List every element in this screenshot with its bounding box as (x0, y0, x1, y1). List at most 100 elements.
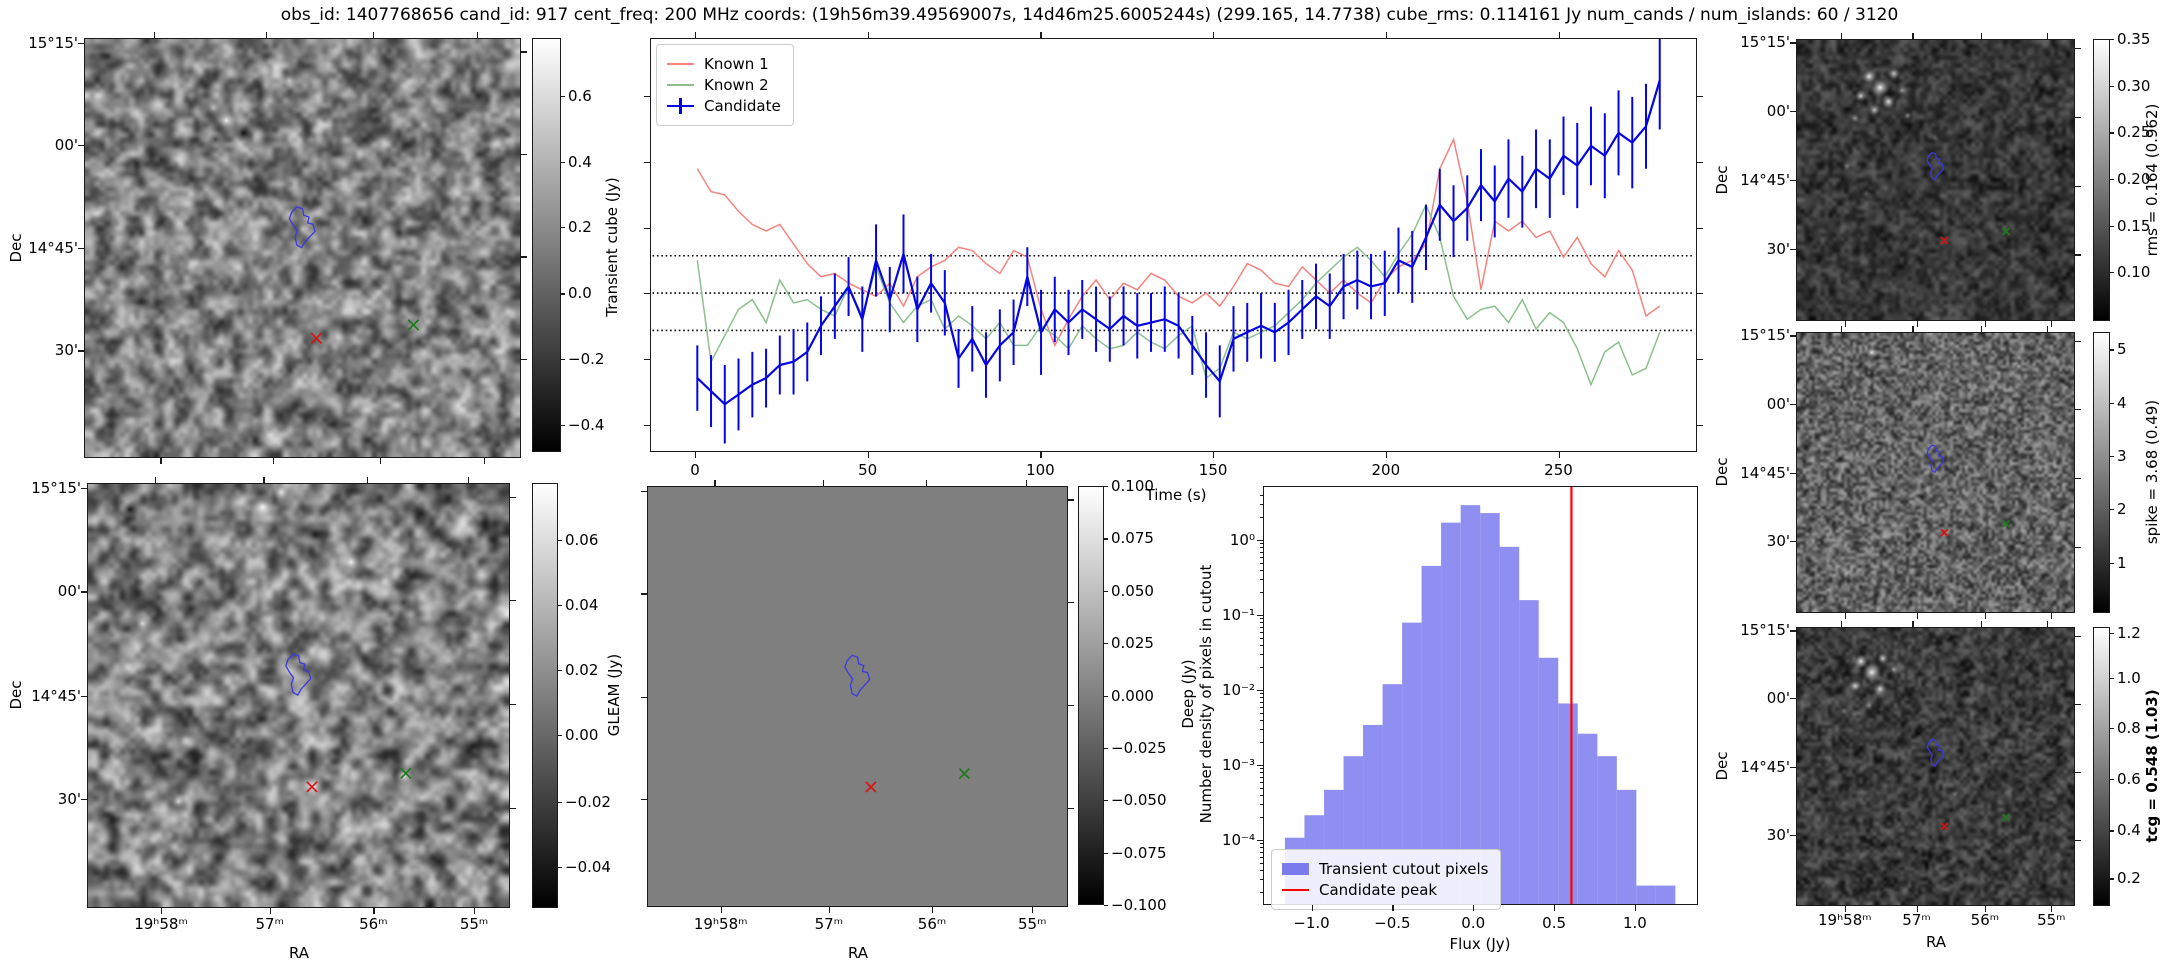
histogram-y-tick (1257, 615, 1263, 617)
histogram-y-minor-tick (1259, 856, 1263, 858)
colorbar-tick-label: −0.050 (1111, 791, 1167, 809)
dec-tick (1068, 601, 1074, 603)
ra-tick (1916, 906, 1918, 912)
lightcurve-x-tick (1558, 452, 1560, 458)
colorbar-tick (1104, 643, 1108, 645)
ra-tick (1980, 621, 1982, 627)
histogram-y-minor-tick (1259, 794, 1263, 796)
flux-histogram-plot (1284, 487, 1676, 904)
colorbar-tick-label: 0.6 (2117, 769, 2141, 788)
dec-tick (521, 153, 527, 155)
colorbar-tick-label: 0.06 (565, 530, 599, 549)
lightcurve-x-tick (1558, 32, 1560, 38)
ra-tick (1032, 907, 1034, 913)
figure-title: obs_id: 1407768656 cand_id: 917 cent_fre… (280, 5, 1899, 25)
dec-tick (2075, 48, 2081, 50)
cutout-marker-overlay (844, 654, 970, 793)
colorbar-tick (2110, 39, 2114, 41)
candidate-island-contour (1926, 738, 1945, 768)
known1-cross-marker (1940, 528, 1949, 537)
dec-tick (1790, 248, 1796, 250)
histogram-y-minor-tick (1259, 697, 1263, 699)
histogram-y-minor-tick (1259, 742, 1263, 744)
spike-cutout-panel (1796, 332, 2075, 613)
lightcurve-y-tick (1697, 293, 1703, 295)
colorbar-tick-label: 0.02 (565, 660, 599, 679)
ra-tick (1912, 621, 1914, 627)
histogram-y-minor-tick (1259, 631, 1263, 633)
ra-tick (1980, 326, 1982, 332)
dec-tick-label: 15°15' (1740, 621, 1790, 640)
colorbar-tick-label: 0.20 (2117, 169, 2151, 188)
histogram-y-minor-tick (1259, 843, 1263, 845)
ra-tick (161, 908, 163, 914)
ra-tick-label: 19ʰ58ᵐ (1818, 911, 1872, 929)
lightcurve-y-tick (1697, 227, 1703, 229)
lightcurve-x-tick (1040, 452, 1042, 458)
ra-tick-label: 57ᵐ (1902, 911, 1931, 929)
candidate-island-contour (1926, 151, 1945, 181)
colorbar-tick (1104, 538, 1108, 540)
histogram-y-tick (1257, 540, 1263, 542)
colorbar-tick (2110, 85, 2114, 87)
ra-tick (467, 477, 469, 483)
deep-colorbar (1078, 486, 1104, 905)
ra-tick (1912, 326, 1914, 332)
ra-tick (822, 480, 824, 486)
known1-cross-marker (1940, 822, 1949, 831)
colorbar-tick (558, 801, 562, 803)
histogram-y-minor-tick (1259, 667, 1263, 669)
histogram-bar (1402, 622, 1422, 904)
ra-tick (263, 477, 265, 483)
flux-histogram-panel (1263, 486, 1698, 905)
ra-tick (153, 32, 156, 38)
histogram-y-minor-tick (1259, 804, 1263, 806)
ra-tick (720, 907, 722, 913)
ra-tick-label: 57ᵐ (814, 915, 844, 933)
lightcurve-x-tick (695, 452, 697, 458)
spike-colorbar-label: spike = 3.68 (0.49) (2142, 399, 2161, 545)
candidate-island-contour (288, 206, 316, 249)
colorbar-tick (561, 359, 565, 361)
known2-cross-marker (2002, 227, 2011, 236)
known2-cross-marker (2002, 519, 2011, 528)
histogram-y-minor-tick (1259, 551, 1263, 553)
histogram-x-tick (1392, 905, 1394, 911)
transient-cube-colorbar-label: Transient cube (Jy) (602, 177, 621, 317)
candidate-lightcurve (696, 80, 1661, 406)
dec-tick (78, 145, 84, 147)
histogram-y-minor-tick (1259, 547, 1263, 549)
dec-axis-label-transient: Dec (6, 233, 25, 263)
lightcurve-x-tick (1040, 32, 1042, 38)
lightcurve-y-tick (644, 161, 650, 164)
colorbar-tick-label: 4 (2117, 393, 2127, 412)
dec-tick (1790, 766, 1796, 768)
histogram-y-tick-label: 10⁻³ (1221, 755, 1255, 774)
histogram-patch-sample (1282, 861, 1309, 877)
colorbar-tick-label: 0.100 (1111, 476, 1154, 495)
dec-tick (81, 591, 87, 593)
cutout-marker-overlay (288, 206, 420, 345)
lightcurve-x-tick (695, 32, 697, 38)
dec-tick-label: 00' (1766, 394, 1790, 413)
candidate-island-contour (1926, 444, 1945, 474)
ra-tick (1916, 613, 1918, 619)
colorbar-tick-label: −0.4 (568, 415, 605, 434)
colorbar-tick-label: 1.2 (2117, 623, 2141, 642)
dec-tick (510, 496, 516, 498)
histogram-y-minor-tick (1259, 719, 1263, 721)
histogram-x-tick-label: 0.5 (1542, 914, 1567, 932)
histogram-bar (1655, 885, 1676, 904)
colorbar-tick-label: 5 (2117, 340, 2127, 359)
lightcurve-x-tick (867, 452, 869, 458)
ra-tick (2047, 33, 2049, 39)
ra-tick (1844, 613, 1846, 619)
ra-tick (1840, 621, 1842, 627)
lightcurve-y-tick (644, 227, 650, 229)
lightcurve-y-tick (1697, 96, 1703, 98)
colorbar-tick-label: 0.000 (1111, 686, 1154, 705)
legend-label-known1: Known 1 (704, 55, 769, 73)
ra-tick (373, 32, 375, 38)
dec-tick (521, 358, 527, 361)
